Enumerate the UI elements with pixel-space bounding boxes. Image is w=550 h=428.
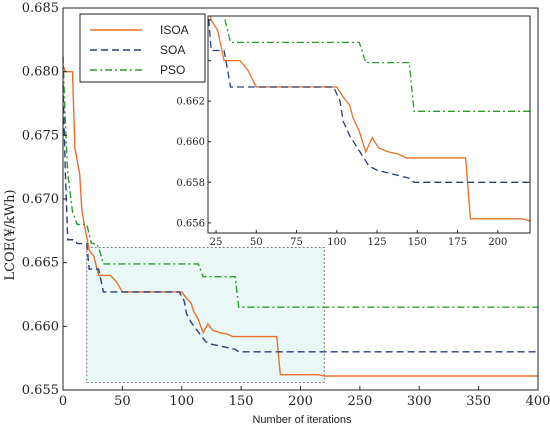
inset-y-tick-label: 0.656 <box>176 218 205 229</box>
inset-x-tick-label: 200 <box>488 237 507 248</box>
x-tick-label: 50 <box>114 394 131 409</box>
x-tick-label: 250 <box>347 394 372 409</box>
inset-series-group <box>208 16 530 222</box>
inset-x-tick-label: 75 <box>290 237 303 248</box>
inset-frame <box>207 15 531 234</box>
inset-series-line-soa <box>208 16 530 183</box>
x-tick-label: 150 <box>229 394 254 409</box>
legend-label-soa: SOA <box>160 43 185 57</box>
inset-x-tick-label: 25 <box>210 237 223 248</box>
x-tick-label: 350 <box>466 394 491 409</box>
main-plot: 0 50 100 150 200 250 300 350 400 0.655 0.660 0.665 0… <box>22 1 550 409</box>
y-tick-label: 0.670 <box>22 192 59 207</box>
series-line-soa <box>62 84 538 353</box>
legend-label-isoa: ISOA <box>160 23 189 37</box>
x-axis-label: Number of iterations <box>252 414 352 426</box>
inset-series-line-isoa <box>209 16 530 222</box>
y-axis-label: LCOE(¥/kWh) <box>3 189 18 280</box>
series-line-isoa <box>62 65 538 377</box>
y-tick-label: 0.665 <box>22 256 59 271</box>
x-tick-label: 400 <box>526 394 550 409</box>
inset-plot: 25 50 75 100 125 150 175 200 0.656 0.658 0.660 0.66… <box>176 15 531 248</box>
inset-x-tick-label: 175 <box>448 237 467 248</box>
legend: ISOA SOA PSO <box>79 13 206 83</box>
series-line-pso <box>62 56 538 308</box>
y-tick-label: 0.655 <box>22 383 59 398</box>
x-tick-label: 300 <box>407 394 432 409</box>
inset-y-tick-label: 0.658 <box>176 178 205 189</box>
legend-label-pso: PSO <box>160 63 185 77</box>
inset-x-tick-label: 50 <box>250 237 263 248</box>
inset-series-line-pso <box>223 16 530 112</box>
inset-x-tick-label: 125 <box>368 237 387 248</box>
inset-y-tick-label: 0.660 <box>176 137 205 148</box>
inset-y-tick-label: 0.662 <box>176 97 205 108</box>
x-tick-label: 0 <box>59 394 67 409</box>
x-tick-label: 200 <box>288 394 313 409</box>
inset-background <box>208 16 530 233</box>
y-tick-label: 0.675 <box>22 128 59 143</box>
inset-x-tick-label: 100 <box>327 237 346 248</box>
y-tick-label: 0.660 <box>22 319 59 334</box>
inset-x-tick-label: 150 <box>408 237 427 248</box>
y-tick-label: 0.685 <box>22 1 59 16</box>
x-tick-label: 100 <box>169 394 194 409</box>
zoom-region <box>86 246 325 383</box>
y-tick-label: 0.680 <box>22 65 59 80</box>
